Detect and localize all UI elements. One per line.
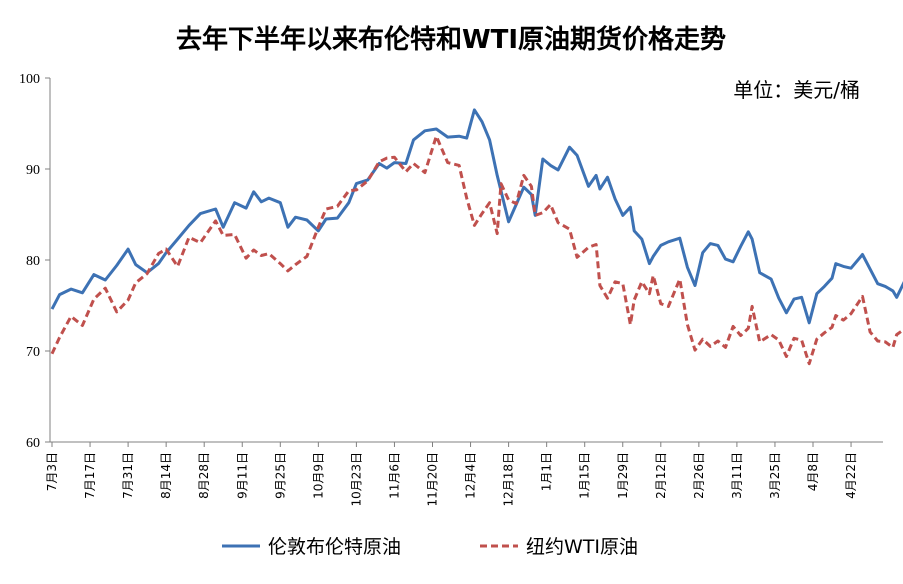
unit-label: 单位：美元/桶 xyxy=(733,78,860,102)
x-tick-label: 12月4日 xyxy=(464,452,478,499)
x-tick-label: 3月11日 xyxy=(730,452,744,499)
x-tick-label: 7月17日 xyxy=(83,452,97,499)
x-tick-label: 1月1日 xyxy=(540,452,554,491)
x-tick-label: 10月23日 xyxy=(349,452,363,507)
x-tick-label: 1月29日 xyxy=(616,452,630,499)
series-layer xyxy=(50,108,903,366)
x-tick-label: 11月6日 xyxy=(387,452,401,499)
series-line-wti xyxy=(50,134,903,366)
y-axis: 60 70 80 90 100 xyxy=(19,72,51,451)
y-tick-label: 60 xyxy=(26,436,40,451)
x-tick-label: 4月22日 xyxy=(844,452,858,499)
x-tick-label: 11月20日 xyxy=(426,452,440,507)
x-tick-label: 9月11日 xyxy=(235,452,249,499)
x-tick-label: 3月25日 xyxy=(768,452,782,499)
y-tick-label: 70 xyxy=(26,345,40,360)
y-tick-label: 80 xyxy=(26,254,40,269)
legend-label-wti: 纽约WTI原油 xyxy=(526,536,638,558)
chart-title: 去年下半年以来布伦特和WTI原油期货价格走势 xyxy=(176,24,726,55)
x-tick-label: 9月25日 xyxy=(273,452,287,499)
x-tick-label: 2月26日 xyxy=(692,452,706,499)
y-tick-label: 100 xyxy=(19,72,40,87)
x-tick-label: 12月18日 xyxy=(502,452,516,507)
legend: 伦敦布伦特原油 纽约WTI原油 xyxy=(222,536,638,558)
legend-label-brent: 伦敦布伦特原油 xyxy=(268,536,401,558)
y-tick-label: 90 xyxy=(26,163,40,178)
x-tick-label: 2月12日 xyxy=(654,452,668,499)
x-tick-label: 10月9日 xyxy=(311,452,325,499)
x-tick-label: 4月8日 xyxy=(806,452,820,491)
x-axis: 7月3日 7月17日 7月31日 8月14日 8月28日 9月11日 9月25日 10月9日 1… xyxy=(45,441,883,507)
x-tick-label: 8月28日 xyxy=(197,452,211,499)
x-tick-label: 8月14日 xyxy=(159,452,173,499)
x-tick-label: 1月15日 xyxy=(578,452,592,499)
x-tick-label: 7月3日 xyxy=(45,452,59,491)
series-line-brent xyxy=(50,108,903,325)
x-tick-label: 7月31日 xyxy=(121,452,135,499)
